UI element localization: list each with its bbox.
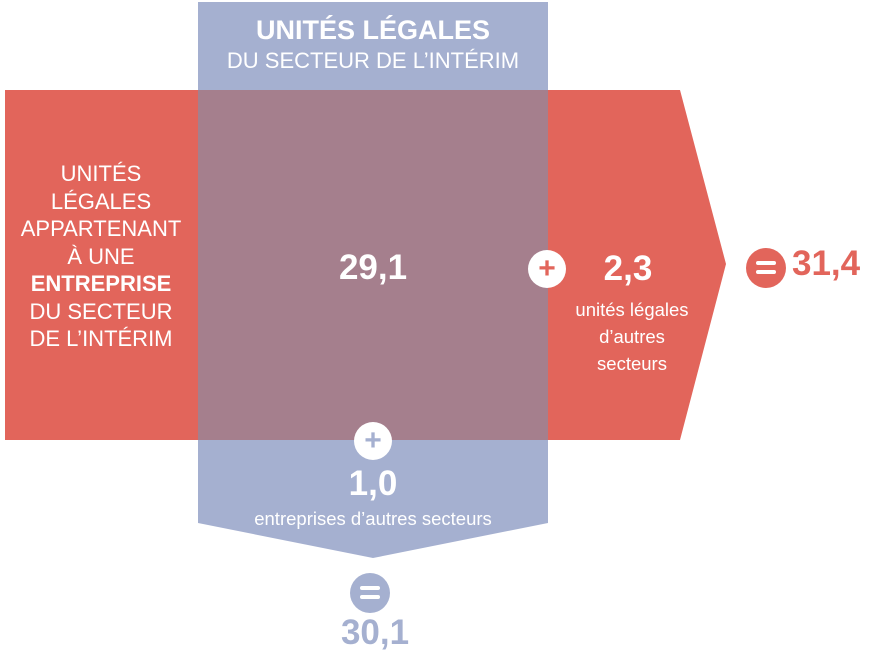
left-label-emphasis: ENTREPRISE bbox=[30, 271, 172, 296]
blue-total-value: 30,1 bbox=[340, 613, 410, 652]
left-label-line: DU SECTEUR bbox=[29, 298, 173, 324]
bottom-addition-value: 1,0 bbox=[348, 464, 398, 503]
overlap-shape bbox=[198, 90, 548, 440]
plus-icon: + bbox=[354, 422, 392, 460]
blue-header-title: UNITÉS LÉGALES bbox=[255, 15, 491, 45]
bottom-addition-label: entreprises d’autres secteurs bbox=[254, 508, 492, 529]
red-total-value: 31,4 bbox=[792, 244, 861, 283]
left-label-line: DE L’INTÉRIM bbox=[29, 326, 173, 351]
left-label-line: LÉGALES bbox=[50, 188, 152, 214]
intersection-value: 29,1 bbox=[338, 248, 408, 287]
left-label-line: UNITÉS bbox=[60, 161, 142, 186]
left-label-line: À UNE bbox=[67, 243, 135, 269]
right-addition-value: 2,3 bbox=[603, 249, 653, 288]
red-left-label: UNITÉS LÉGALES APPARTENANT À UNE ENTREPR… bbox=[5, 160, 197, 353]
left-label-line: APPARTENANT bbox=[20, 216, 182, 241]
plus-icon: + bbox=[528, 250, 566, 288]
right-label-line: secteurs bbox=[597, 353, 667, 374]
equals-icon bbox=[746, 248, 786, 288]
blue-header: UNITÉS LÉGALES DU SECTEUR DE L’INTÉRIM bbox=[198, 14, 548, 76]
blue-header-subtitle: DU SECTEUR DE L’INTÉRIM bbox=[226, 48, 520, 73]
right-label-line: unités légales bbox=[575, 299, 689, 320]
equals-icon bbox=[350, 573, 390, 613]
right-addition-label: unités légales d’autres secteurs bbox=[548, 296, 716, 377]
right-label-line: d’autres bbox=[599, 326, 665, 347]
